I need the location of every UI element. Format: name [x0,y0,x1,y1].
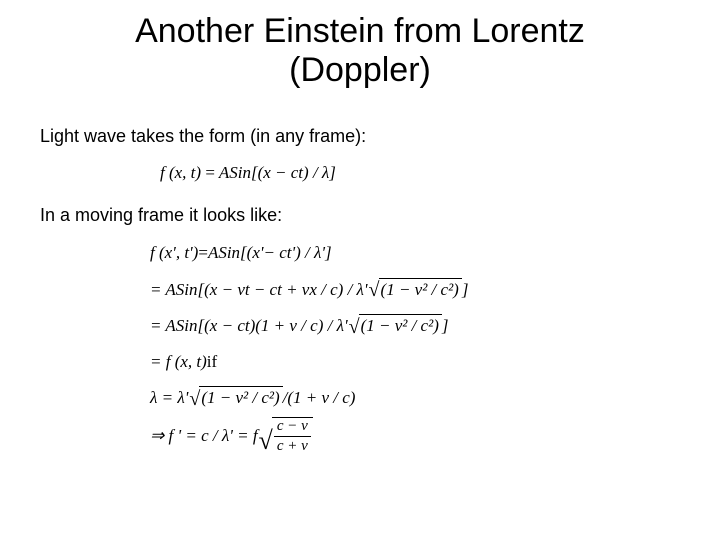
body-text-1: Light wave takes the form (in any frame)… [40,126,680,147]
eq2-l4-if: if [207,345,217,378]
eq2-line4: = f (x, t) if [150,345,680,378]
equation-1: f (x, t) = ASin[(x − ct) / λ] [160,157,680,189]
eq2-l4: = f (x, t) [150,345,207,378]
eq1-rhs: ASin[(x − ct) / λ] [215,163,336,182]
sqrt-icon: √ (1 − v² / c²) [189,386,282,408]
eq2-line5: λ = λ' √ (1 − v² / c²) /(1 + v / c) [150,381,680,414]
slide: Another Einstein from Lorentz (Doppler) … [0,0,720,540]
equation-2: f (x', t') = ASin[(x'− ct') / λ'] = ASin… [150,236,680,454]
eq2-l5-post: /(1 + v / c) [283,381,356,414]
eq2-l2-post: ] [462,273,469,306]
eq2-l3-rad: (1 − v² / c²) [359,314,442,336]
eq2-line1: f (x', t') = ASin[(x'− ct') / λ'] [150,236,680,269]
sqrt-icon: √ c − v c + v [259,417,313,454]
eq2-line6: ⇒ f ' = c / λ' = f √ c − v c + v [150,417,680,454]
title-line2: (Doppler) [289,51,431,89]
fraction: c − v c + v [274,418,311,454]
eq1-lhs: f (x, t) [160,163,205,182]
eq2-l2-rad: (1 − v² / c²) [379,278,462,300]
title-line1: Another Einstein from Lorentz [135,12,585,50]
eq1-line: f (x, t) = ASin[(x − ct) / λ] [160,157,680,189]
slide-title: Another Einstein from Lorentz (Doppler) [40,12,680,90]
eq2-l3-pre: = ASin[(x − ct)(1 + v / c) / λ' [150,309,348,342]
eq2-l5-pre: λ = λ' [150,381,188,414]
eq2-line2: = ASin[(x − vt − ct + vx / c) / λ' √ (1 … [150,273,680,306]
sqrt-icon: √ (1 − v² / c²) [349,314,442,336]
eq2-l6-pre: ⇒ f ' = c / λ' = f [150,419,258,452]
eq2-l3-post: ] [442,309,449,342]
eq2-l1-lhs: f (x', t') [150,236,198,269]
body-text-2: In a moving frame it looks like: [40,205,680,226]
eq2-line3: = ASin[(x − ct)(1 + v / c) / λ' √ (1 − v… [150,309,680,342]
eq2-l1-rhs: ASin[(x'− ct') / λ'] [208,236,332,269]
eq2-l6-den: c + v [274,436,311,455]
sqrt-icon: √ (1 − v² / c²) [369,278,462,300]
eq2-l6-num: c − v [274,418,311,436]
eq2-l2-pre: = ASin[(x − vt − ct + vx / c) / λ' [150,273,368,306]
eq2-l5-rad: (1 − v² / c²) [199,386,282,408]
